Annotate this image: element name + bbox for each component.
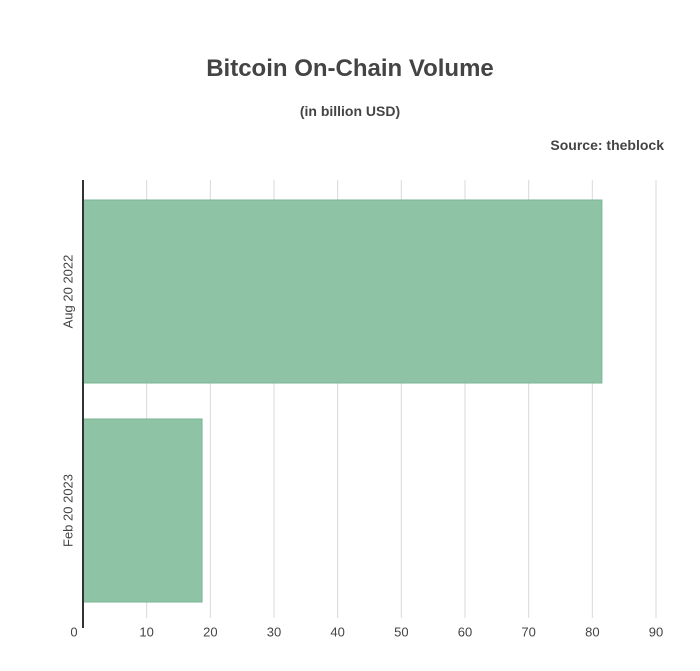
x-tick-label: 60 [458, 625, 472, 640]
bars [82, 199, 603, 603]
x-tick-label: 10 [139, 625, 153, 640]
x-tick-label: 30 [267, 625, 281, 640]
x-tick-label: 0 [70, 625, 77, 640]
y-category-label: Aug 20 2022 [60, 255, 75, 329]
x-tick-label: 20 [203, 625, 217, 640]
labels: 0 10 20 30 40 50 60 70 80 90 Aug 20 2022 Feb 20 202… [60, 255, 663, 640]
x-tick-label: 40 [330, 625, 344, 640]
bar [82, 199, 603, 384]
y-category-label: Feb 20 2023 [60, 474, 75, 547]
x-tick-label: 50 [394, 625, 408, 640]
x-tick-label: 70 [521, 625, 535, 640]
chart-source: Source: theblock [550, 137, 664, 153]
x-tick-label: 80 [585, 625, 599, 640]
chart-subtitle: (in billion USD) [299, 103, 401, 119]
x-tick-label: 90 [649, 625, 663, 640]
chart-title: Bitcoin On-Chain Volume [206, 55, 494, 82]
bar [82, 418, 203, 603]
